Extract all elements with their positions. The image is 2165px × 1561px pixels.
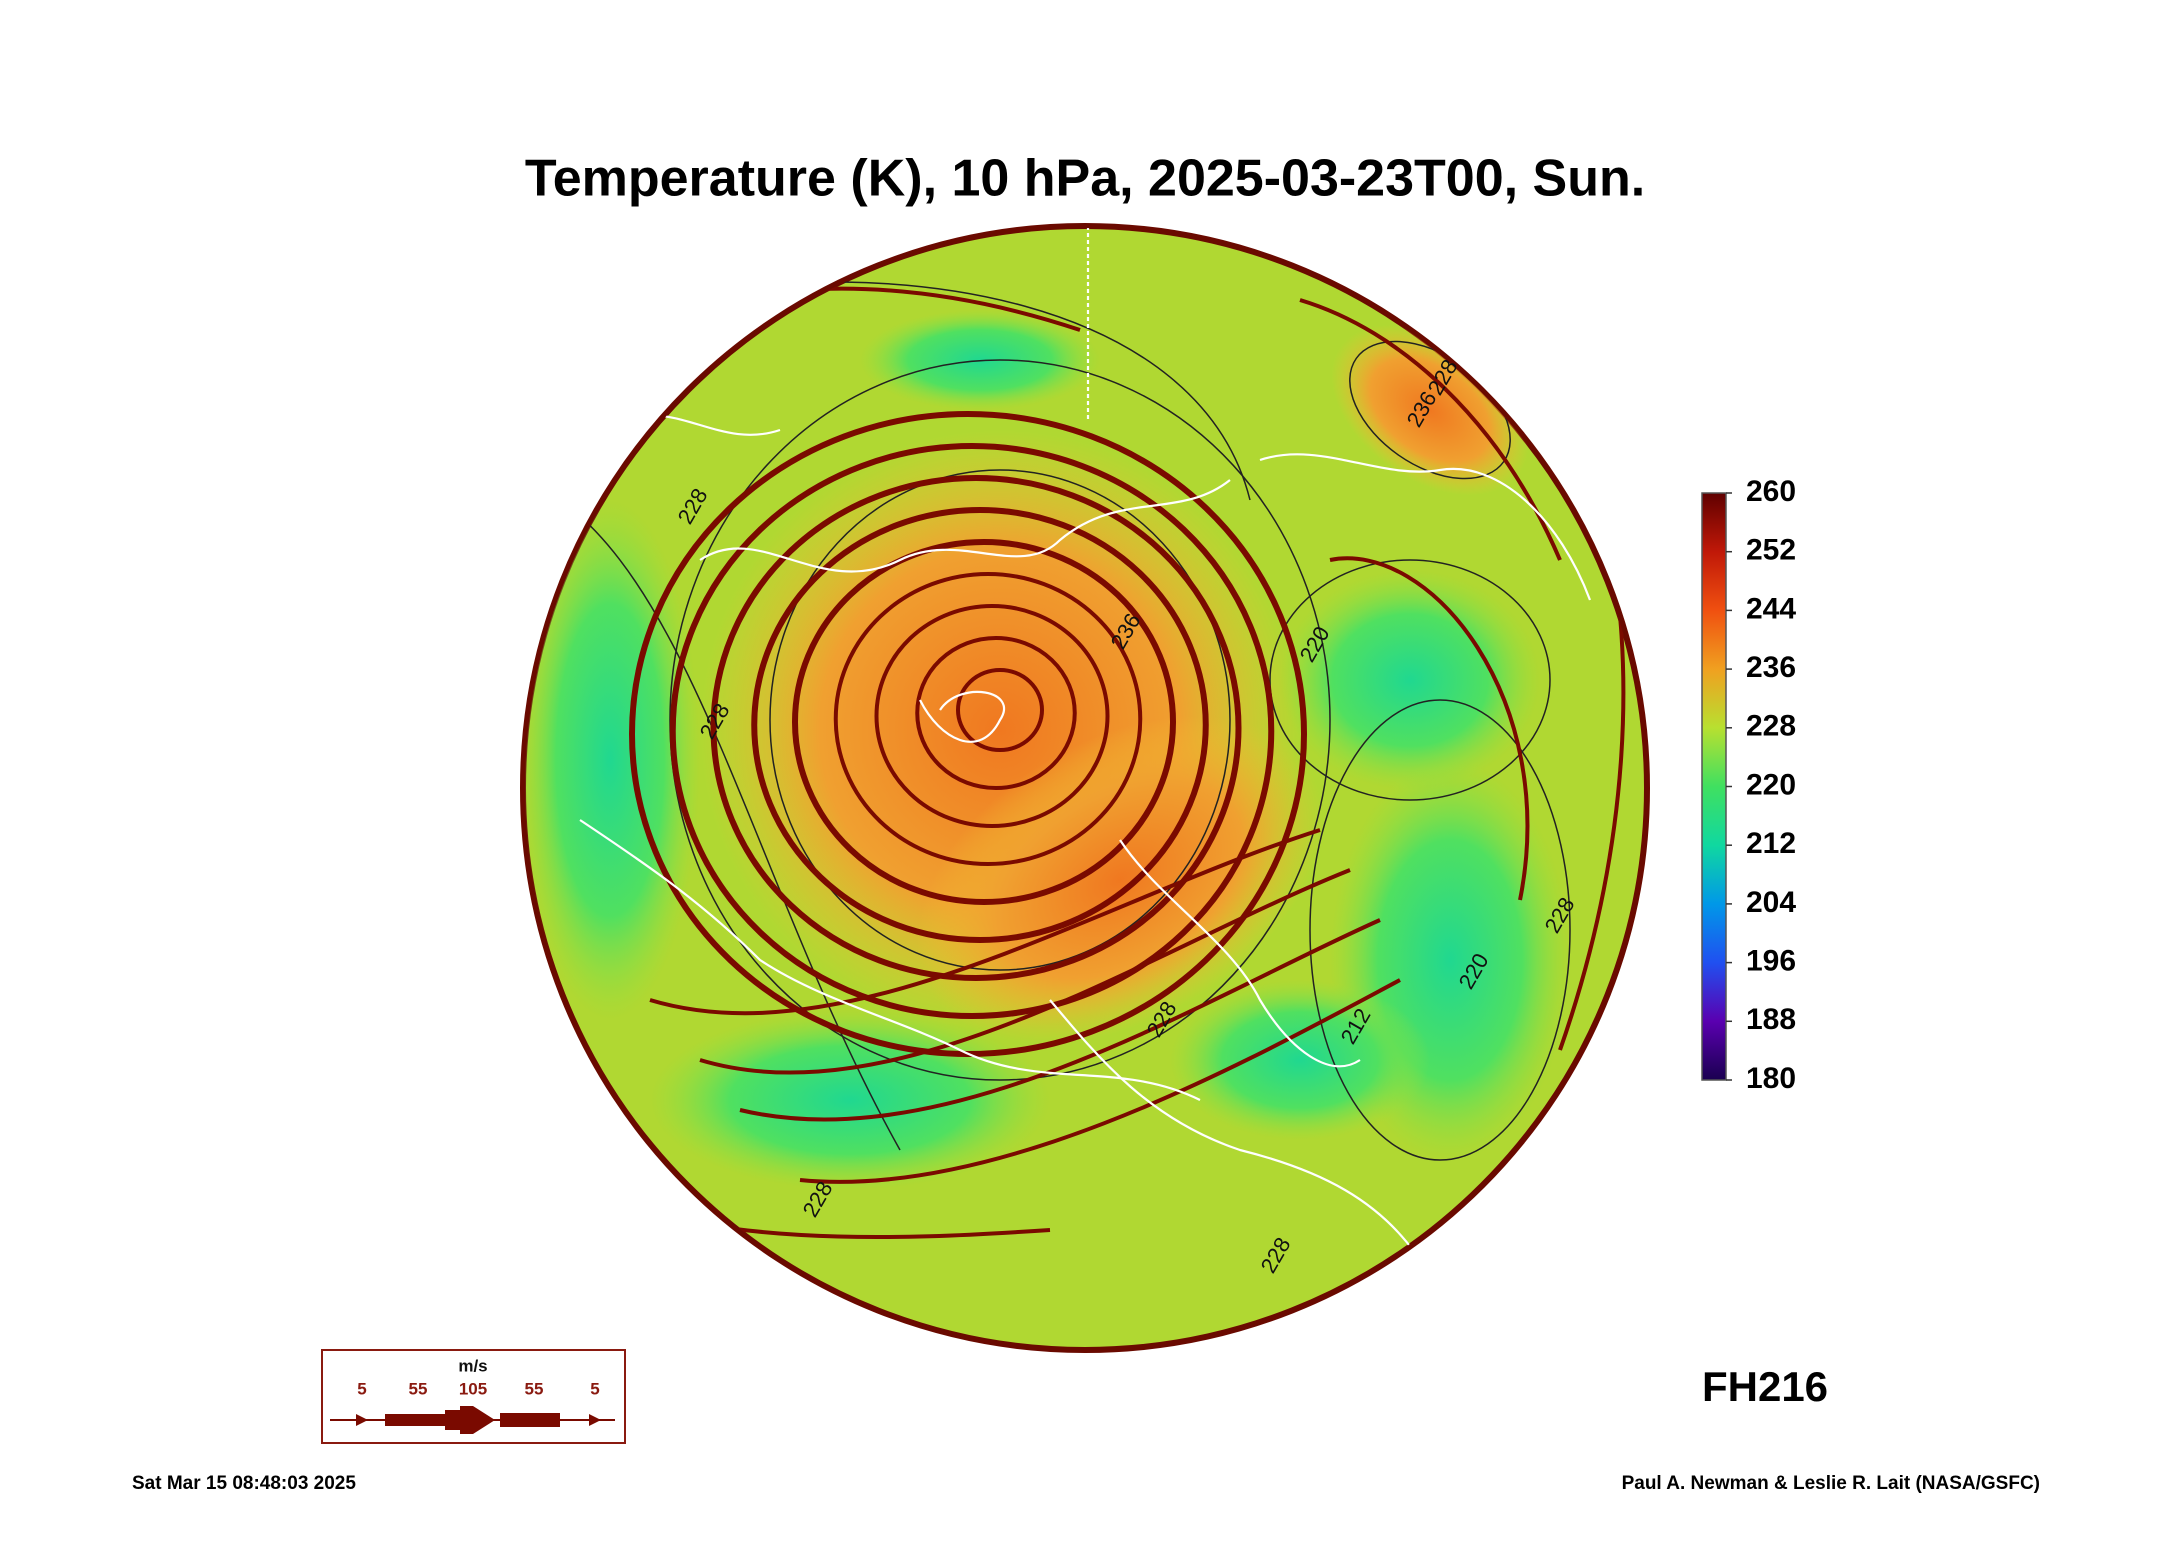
- streamline: [751, 507, 1209, 943]
- streamline: [792, 539, 1176, 905]
- wind-label: 55: [409, 1379, 428, 1398]
- wind-unit: m/s: [458, 1356, 487, 1375]
- credit: Paul A. Newman & Leslie R. Lait (NASA/GS…: [1622, 1473, 2040, 1494]
- forecast-hour: FH216: [1702, 1363, 1828, 1410]
- warm-region: [917, 716, 1323, 1044]
- streamline: [956, 668, 1044, 752]
- colorbar-tick-label: 196: [1746, 945, 1796, 978]
- wind-scale-arrow: [385, 1406, 560, 1434]
- title: Temperature (K), 10 hPa, 2025-03-23T00, …: [525, 150, 1645, 208]
- wind-label: 105: [459, 1379, 487, 1398]
- streamline: [799, 978, 1401, 1184]
- streamline: [739, 918, 1381, 1122]
- contours: [559, 281, 1571, 1161]
- wind-legend: m/s 5 55 105 55 5: [321, 1349, 626, 1444]
- streamline: [669, 443, 1275, 1019]
- colorbar-tick-label: 204: [1746, 886, 1796, 919]
- colorbar-tick-label: 252: [1746, 534, 1796, 567]
- colorbar-tick-label: 212: [1746, 827, 1796, 860]
- cool-region: [525, 500, 700, 1020]
- wind-label: 5: [590, 1379, 599, 1398]
- streamline: [915, 636, 1077, 790]
- colorbar-tick-label: 260: [1746, 475, 1796, 508]
- streamline: [649, 828, 1321, 1016]
- cool-region: [1170, 980, 1430, 1140]
- streamline: [1329, 556, 1530, 901]
- cool-region: [650, 1010, 1050, 1190]
- wind-arrowhead: [589, 1414, 601, 1426]
- timestamp: Sat Mar 15 08:48:03 2025: [132, 1473, 356, 1494]
- colorbar: 180 188 196 204 212 220 228 236 244 252 260: [1701, 475, 1796, 1095]
- wind-label: 55: [525, 1379, 544, 1398]
- colorbar-tick-label: 180: [1746, 1062, 1796, 1095]
- wind-arrowhead: [356, 1414, 368, 1426]
- wind-labels: 5 55 105 55 5: [356, 1379, 601, 1426]
- wind-arrowhead: [412, 1414, 424, 1426]
- streamline: [710, 475, 1242, 981]
- cool-region: [1280, 570, 1540, 790]
- coastlines: [579, 228, 1592, 1261]
- map-field: [525, 228, 1626, 1261]
- colorbar-tick-label: 188: [1746, 1003, 1796, 1036]
- streamline: [833, 572, 1143, 866]
- colorbar-tick-label: 236: [1746, 651, 1796, 684]
- wind-label: 5: [357, 1379, 366, 1398]
- colorbar-tick-label: 228: [1746, 710, 1796, 743]
- streamline: [1299, 298, 1562, 561]
- colorbar-scale: [1701, 492, 1727, 1081]
- colorbar-tick-label: 220: [1746, 768, 1796, 801]
- colorbar-tick-label: 244: [1746, 592, 1796, 625]
- streamline: [874, 604, 1110, 828]
- streamline: [699, 868, 1351, 1075]
